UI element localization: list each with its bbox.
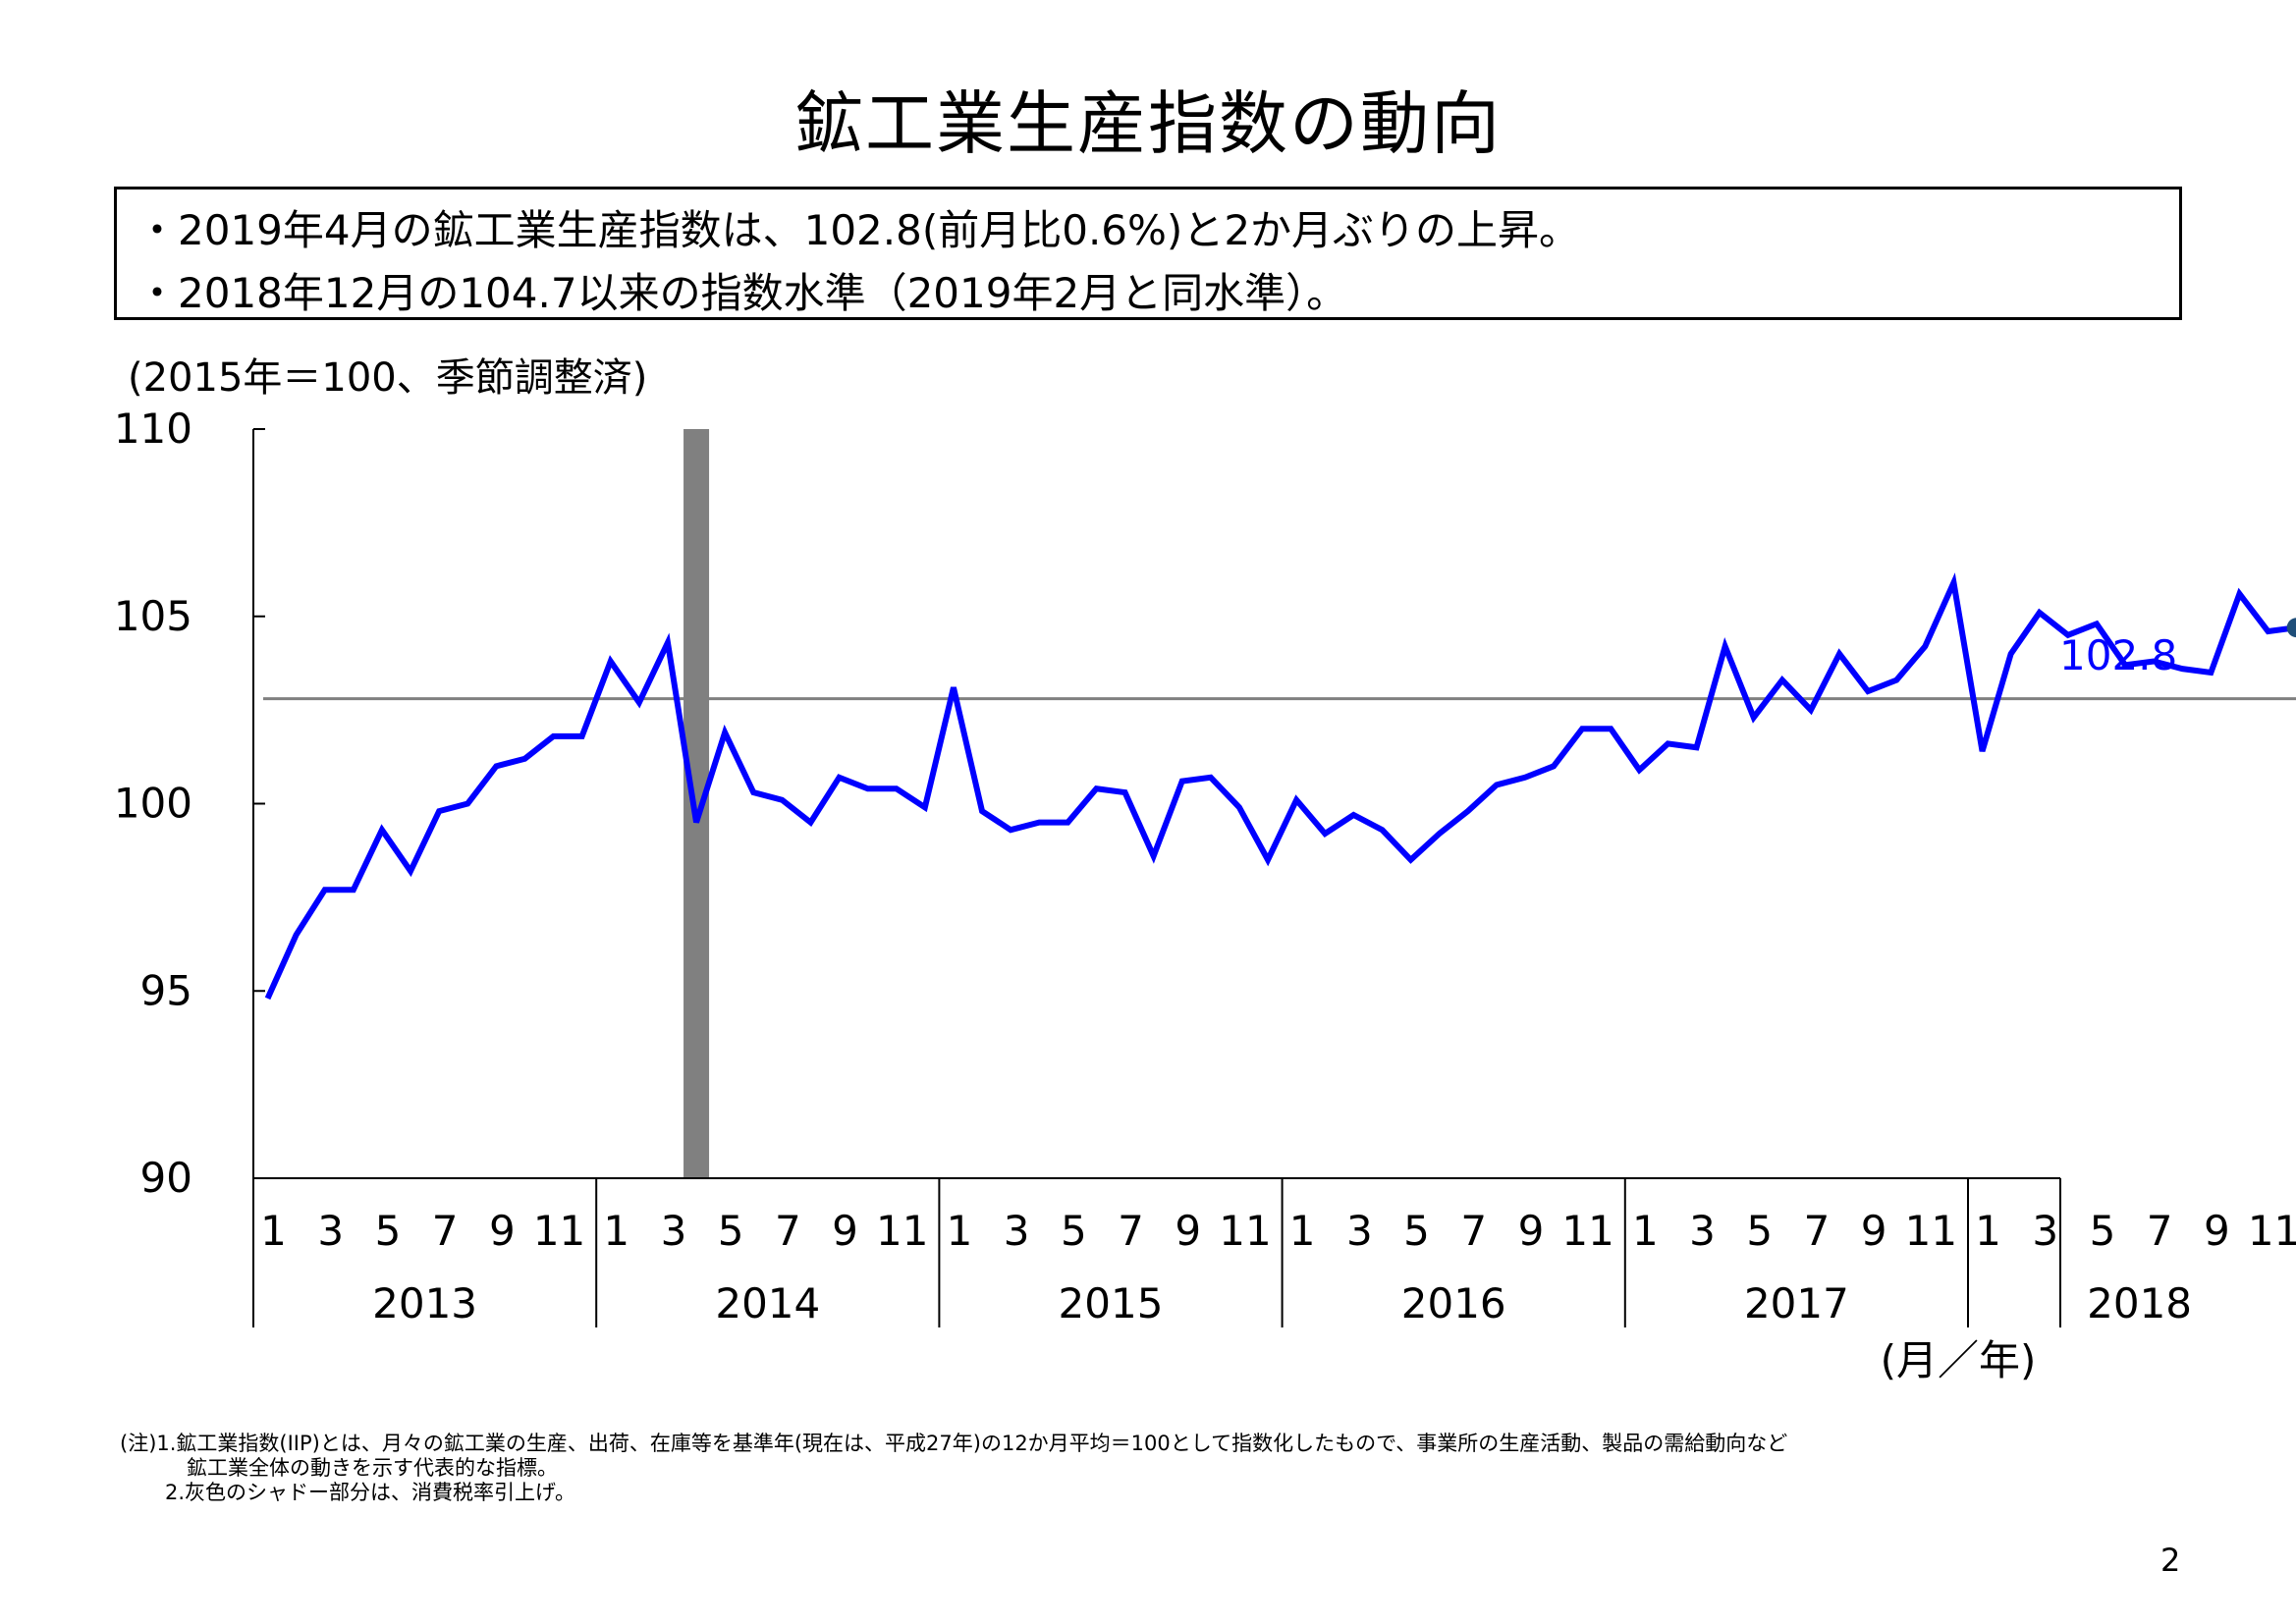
page-number: 2 [2160, 1542, 2181, 1579]
month-tick-label: 3 [1346, 1207, 1373, 1255]
month-tick-label: 7 [432, 1207, 459, 1255]
month-tick-label: 3 [2032, 1207, 2058, 1255]
month-tick-label: 9 [489, 1207, 516, 1255]
month-tick-label: 5 [375, 1207, 402, 1255]
month-tick-label: 11 [533, 1207, 585, 1255]
month-tick-label: 9 [2204, 1207, 2230, 1255]
year-label-2014: 2014 [715, 1279, 820, 1327]
month-tick-label: 3 [1004, 1207, 1030, 1255]
month-tick-label: 1 [1975, 1207, 2001, 1255]
month-tick-label: 11 [876, 1207, 928, 1255]
year-label-2017: 2017 [1744, 1279, 1849, 1327]
y-tick-label-90: 90 [140, 1154, 192, 1202]
month-tick-label: 7 [2147, 1207, 2173, 1255]
month-tick-label: 9 [1861, 1207, 1887, 1255]
month-tick-label: 3 [1689, 1207, 1716, 1255]
month-tick-label: 9 [1175, 1207, 1201, 1255]
month-tick-label: 1 [260, 1207, 287, 1255]
y-tick-label-110: 110 [114, 405, 192, 453]
month-tick-label: 1 [1289, 1207, 1316, 1255]
year-label-2015: 2015 [1059, 1279, 1164, 1327]
note-line-1: (注)1.鉱工業指数(IIP)とは、月々の鉱工業の生産、出荷、在庫等を基準年(現… [120, 1432, 1788, 1455]
month-tick-label: 5 [1061, 1207, 1087, 1255]
page-title: 鉱工業生産指数の動向 [794, 83, 1502, 164]
y-tick-label-95: 95 [140, 966, 192, 1014]
year-label-2018: 2018 [2087, 1279, 2192, 1327]
highlight-point-0 [2286, 618, 2296, 638]
summary-line-1: ・2019年4月の鉱工業生産指数は、102.8(前月比0.6%)と2か月ぶりの上… [137, 206, 1581, 254]
month-tick-label: 9 [1518, 1207, 1545, 1255]
month-tick-label: 11 [2248, 1207, 2296, 1255]
series-line-0 [264, 572, 2296, 1001]
month-tick-label: 3 [661, 1207, 687, 1255]
x-axis-unit-label: (月／年) [1881, 1336, 2037, 1384]
month-tick-label: 7 [1460, 1207, 1487, 1255]
month-tick-label: 11 [1561, 1207, 1613, 1255]
year-label-2016: 2016 [1401, 1279, 1506, 1327]
month-tick-label: 7 [1804, 1207, 1831, 1255]
month-tick-label: 9 [832, 1207, 858, 1255]
month-tick-label: 3 [317, 1207, 344, 1255]
summary-box: ・2019年4月の鉱工業生産指数は、102.8(前月比0.6%)と2か月ぶりの上… [114, 187, 2182, 320]
y-tick-label-100: 100 [114, 780, 192, 828]
month-tick-label: 1 [603, 1207, 629, 1255]
month-tick-label: 5 [1403, 1207, 1430, 1255]
month-tick-label: 5 [718, 1207, 744, 1255]
data-label-latest: 102.8 [2059, 631, 2177, 679]
month-tick-label: 7 [1118, 1207, 1144, 1255]
month-tick-label: 7 [775, 1207, 801, 1255]
notes: (注)1.鉱工業指数(IIP)とは、月々の鉱工業の生産、出荷、在庫等を基準年(現… [120, 1432, 1787, 1505]
y-tick-label-105: 105 [114, 592, 192, 640]
note-line-3: 2.灰色のシャドー部分は、消費税率引上げ。 [165, 1481, 575, 1504]
month-tick-label: 11 [1905, 1207, 1957, 1255]
month-tick-label: 1 [1632, 1207, 1659, 1255]
year-label-2013: 2013 [372, 1279, 477, 1327]
month-tick-label: 11 [1219, 1207, 1271, 1255]
month-tick-label: 5 [1746, 1207, 1773, 1255]
summary-line-2: ・2018年12月の104.7以来の指数水準（2019年2月と同水準）。 [137, 269, 1348, 317]
y-axis-unit-label: (2015年＝100、季節調整済) [128, 355, 648, 401]
note-line-2: 鉱工業全体の動きを示す代表的な指標。 [187, 1456, 558, 1480]
month-tick-label: 5 [2090, 1207, 2116, 1255]
month-tick-label: 1 [947, 1207, 973, 1255]
